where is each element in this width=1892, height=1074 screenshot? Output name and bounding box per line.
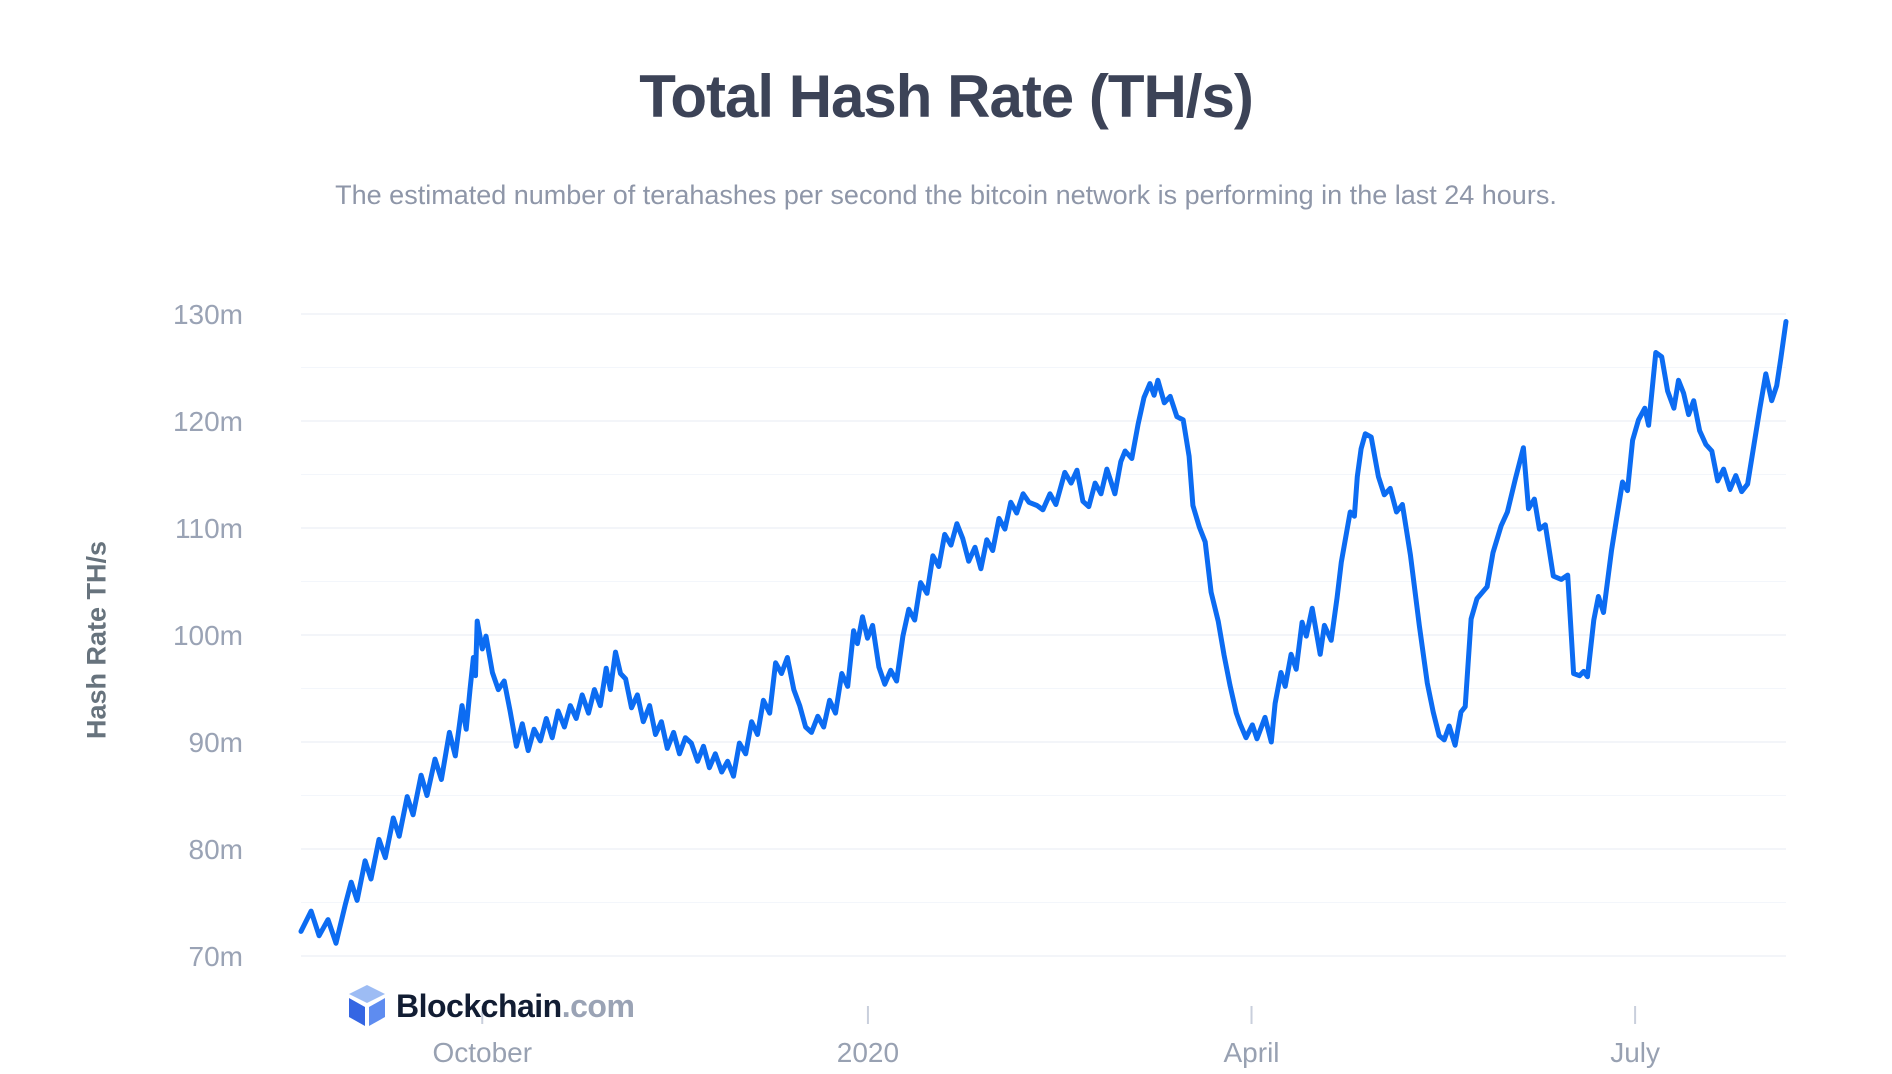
x-tick-label-april: April: [1224, 1037, 1280, 1068]
y-tick-label-90m: 90m: [189, 727, 243, 758]
page-subtitle: The estimated number of terahashes per s…: [335, 180, 1557, 210]
x-axis-ticks: [481, 1006, 1637, 1024]
y-tick-label-100m: 100m: [173, 620, 243, 651]
x-axis-tick-labels: October 2020 April July: [432, 1037, 1660, 1068]
x-tick-label-2020: 2020: [837, 1037, 899, 1068]
page-title: Total Hash Rate (TH/s): [639, 63, 1254, 130]
y-tick-label-120m: 120m: [173, 406, 243, 437]
y-tick-label-130m: 130m: [173, 299, 243, 330]
gridlines: [301, 313, 1786, 957]
y-axis-tick-labels: 70m 80m 90m 100m 110m 120m 130m: [173, 299, 243, 972]
y-tick-label-70m: 70m: [189, 941, 243, 972]
blockchain-watermark-link[interactable]: Blockchain.com: [347, 984, 635, 1028]
watermark-brand: Blockchain: [396, 987, 562, 1024]
hash-rate-line-series: [298, 319, 1789, 946]
y-tick-label-110m: 110m: [175, 513, 243, 544]
x-tick-label-july: July: [1610, 1037, 1660, 1068]
blockchain-logo-icon: [349, 985, 385, 1026]
y-tick-label-80m: 80m: [189, 834, 243, 865]
x-tick-label-october: October: [432, 1037, 532, 1068]
watermark-suffix: .com: [561, 987, 635, 1024]
total-hash-rate-line: [298, 319, 1789, 946]
